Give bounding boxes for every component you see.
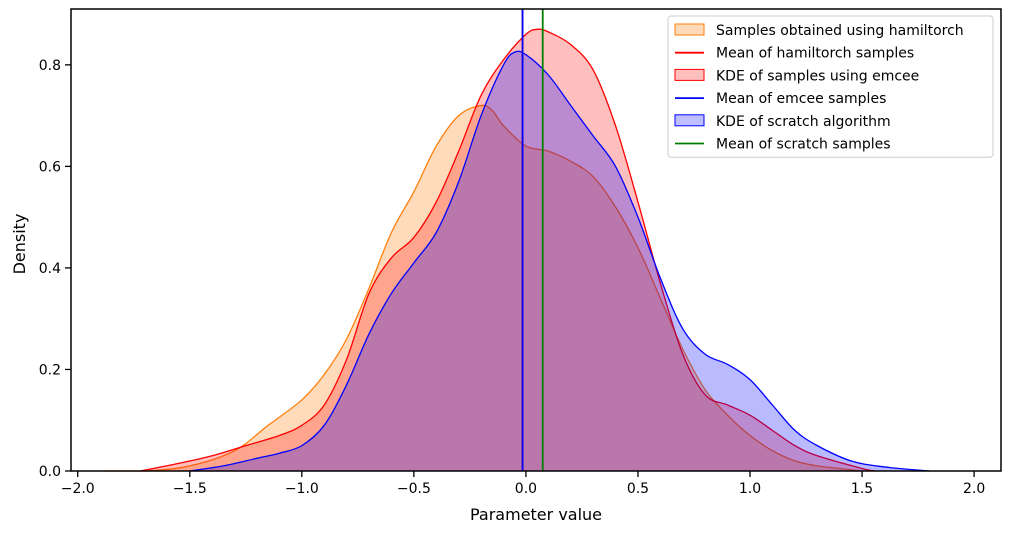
kde-area-kde-of-scratch-algorithm — [189, 51, 930, 471]
legend-swatch-kde-of-scratch-algorithm — [674, 114, 705, 127]
y-axis-ticks: 0.0 0.2 0.4 0.6 0.8 — [39, 58, 71, 480]
plot-frame — [70, 8, 1002, 472]
kde-line-samples-obtained-using-hamiltorch — [104, 104, 863, 472]
y-tick-label: 0.4 — [39, 261, 61, 277]
x-tick-label: 2.0 — [963, 481, 985, 497]
legend-label: KDE of samples using emcee — [716, 68, 919, 84]
x-tick-label: 0.5 — [627, 481, 649, 497]
kde-line-kde-of-scratch-algorithm — [189, 50, 930, 472]
x-tick-label: 1.5 — [851, 481, 873, 497]
y-axis-label: Density — [10, 214, 29, 275]
y-tick-label: 0.0 — [39, 464, 61, 480]
density-areas — [104, 28, 930, 472]
x-axis-label: Parameter value — [470, 505, 602, 524]
kde-area-samples-obtained-using-hamiltorch — [104, 105, 863, 472]
x-axis-ticks: −2.0 −1.5 −1.0 −0.5 0.0 0.5 1.0 1.5 2.0 — [61, 471, 985, 497]
legend-label: KDE of scratch algorithm — [716, 114, 891, 130]
legend-swatch-samples-obtained-using-hamiltorch — [674, 23, 705, 36]
legend-label: Mean of hamiltorch samples — [716, 46, 914, 62]
x-tick-label: −1.5 — [173, 481, 207, 497]
x-tick-label: 0.0 — [515, 481, 537, 497]
x-tick-label: −1.0 — [285, 481, 319, 497]
legend-label: Samples obtained using hamiltorch — [716, 23, 964, 39]
kde-area-kde-of-samples-using-emcee — [140, 29, 876, 471]
kde-line-kde-of-samples-using-emcee — [140, 28, 876, 472]
y-tick-label: 0.2 — [39, 362, 61, 378]
legend-box — [667, 15, 994, 158]
x-tick-label: 1.0 — [739, 481, 761, 497]
legend-swatch-kde-of-samples-using-emcee — [674, 68, 705, 81]
x-tick-label: −2.0 — [61, 481, 95, 497]
mean-lines — [521, 9, 544, 471]
legend: Samples obtained using hamiltorch Mean of… — [667, 15, 994, 158]
y-tick-label: 0.6 — [39, 159, 61, 175]
x-tick-label: −0.5 — [397, 481, 431, 497]
legend-label: Mean of emcee samples — [716, 91, 886, 107]
y-tick-label: 0.8 — [39, 58, 61, 74]
legend-label: Mean of scratch samples — [716, 137, 891, 153]
